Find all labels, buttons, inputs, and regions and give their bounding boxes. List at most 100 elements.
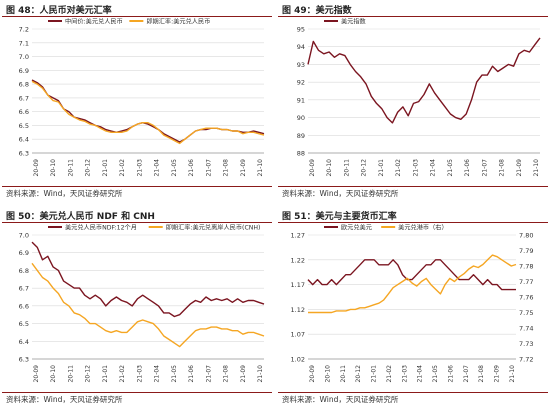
chart-major-currencies: 1.02 1.07 1.12 1.17 1.22 1.27 7.72 7.73 7.74 7.75… (291, 224, 534, 383)
legend-label: 美元兑人民币NDF:12个月 (65, 224, 137, 232)
x-tick-label: 21-06 (447, 365, 454, 383)
chart-title: 图 50：美元兑人民币 NDF 和 CNH (6, 212, 155, 222)
legend-label: 美元兑港币（右） (398, 224, 448, 232)
x-tick-label: 20-12 (361, 159, 368, 177)
chart-panel-major-currencies: 图 51：美元与主要货币汇率 1.02 1.07 1.12 1.17 1.22 1.27 7… (278, 206, 548, 406)
y-tick-label: 6.7 (19, 285, 29, 293)
y-tick-label: 7.1 (19, 39, 29, 47)
x-tick-label: 21-01 (378, 159, 385, 177)
x-tick-label: 21-03 (136, 159, 143, 177)
series-line-1 (31, 262, 265, 348)
x-tick-label: 21-01 (371, 365, 378, 383)
y-tick-label: 94 (297, 43, 305, 51)
x-tick-label: 21-05 (447, 159, 454, 177)
x-tick-label: 21-03 (412, 159, 419, 177)
series-line-1 (308, 254, 517, 314)
x-tick-label: 21-05 (432, 365, 439, 383)
y-tick-label: 6.4 (19, 136, 29, 144)
x-tick-label: 20-09 (309, 159, 316, 177)
x-tick-label: 21-09 (240, 365, 247, 383)
y-tick-label: 89 (297, 132, 305, 140)
y-tick-label: 1.12 (291, 306, 305, 314)
x-tick-label: 21-02 (119, 159, 126, 177)
source-rule (278, 186, 548, 187)
x-tick-label: 21-01 (102, 159, 109, 177)
source-rule (278, 392, 548, 393)
x-tick-label: 21-04 (417, 365, 424, 383)
series-line-0 (307, 37, 541, 124)
x-tick-label: 21-08 (223, 365, 230, 383)
x-tick-label: 21-07 (463, 365, 470, 383)
y2-tick-label: 7.74 (519, 325, 533, 333)
x-tick-label: 21-08 (223, 159, 230, 177)
chart-panel-dollar-index: 图 49：美元指数 88 89 90 91 92 93 94 95 20-09 20-10 20-1… (278, 0, 548, 200)
x-tick-label: 21-08 (478, 365, 485, 383)
x-tick-label: 21-04 (154, 159, 161, 177)
x-tick-label: 20-12 (85, 365, 92, 383)
y-tick-label: 1.27 (291, 232, 305, 240)
y-tick-label: 1.07 (291, 331, 305, 339)
series-line-0 (307, 259, 516, 291)
source-rule (2, 186, 272, 187)
chart-panel-rmb-usd: 图 48：人民币对美元汇率 6.3 6.4 6.5 6.6 6.7 6.8 6.9 7.0 7.… (2, 0, 272, 200)
legend-label: 即期汇率:美元兑人民币 (146, 18, 210, 26)
x-tick-label: 20-09 (33, 159, 40, 177)
title-rule (278, 16, 548, 17)
y-tick-label: 6.9 (19, 67, 29, 75)
x-tick-label: 21-02 (119, 365, 126, 383)
y-tick-label: 6.5 (19, 122, 29, 130)
chart-ndf-cnh: 6.3 6.4 6.5 6.6 6.7 6.8 6.9 7.0 20-09 20-10 20-11 2… (19, 224, 265, 383)
source-note: 资料来源：Wind，天风证券研究所 (6, 395, 123, 404)
chart-title: 图 49：美元指数 (282, 6, 352, 16)
y-tick-label: 93 (297, 61, 305, 69)
x-tick-label: 21-10 (509, 365, 516, 383)
x-tick-label: 21-03 (401, 365, 408, 383)
y2-tick-label: 7.75 (519, 309, 533, 317)
x-tick-label: 21-05 (171, 159, 178, 177)
x-tick-label: 21-10 (533, 159, 540, 177)
source-rule (2, 392, 272, 393)
x-tick-label: 21-03 (136, 365, 143, 383)
legend-label: 美元指数 (341, 18, 367, 26)
series-line-1 (31, 80, 265, 145)
x-tick-label: 21-07 (205, 159, 212, 177)
chart-title: 图 51：美元与主要货币汇率 (282, 212, 397, 222)
x-tick-label: 21-06 (464, 159, 471, 177)
y-tick-label: 6.6 (19, 108, 29, 116)
y-tick-label: 7.0 (19, 53, 29, 61)
x-tick-label: 20-11 (67, 365, 74, 383)
x-tick-label: 20-10 (326, 159, 333, 177)
x-tick-label: 21-06 (188, 365, 195, 383)
y2-tick-label: 7.73 (519, 340, 533, 348)
y-tick-label: 1.02 (291, 356, 305, 364)
y2-tick-label: 7.72 (519, 356, 533, 364)
source-note: 资料来源：Wind，天风证券研究所 (282, 189, 399, 198)
x-tick-label: 21-06 (188, 159, 195, 177)
x-tick-label: 21-01 (102, 365, 109, 383)
title-rule (278, 222, 548, 223)
legend-label: 即期汇率:美元兑离岸人民币(CNH) (166, 224, 261, 232)
y-tick-label: 91 (297, 96, 305, 104)
series-line-0 (31, 241, 265, 318)
y-tick-label: 88 (297, 150, 305, 158)
x-tick-label: 21-08 (499, 159, 506, 177)
x-tick-label: 21-09 (494, 365, 501, 383)
chart-dollar-index: 88 89 90 91 92 93 94 95 20-09 20-10 20-11 20-12 21-0… (297, 18, 541, 177)
y2-tick-label: 7.79 (519, 247, 533, 255)
y2-tick-label: 7.80 (519, 232, 533, 240)
source-note: 资料来源：Wind，天风证券研究所 (6, 189, 123, 198)
x-tick-label: 20-12 (355, 365, 362, 383)
title-rule (2, 16, 272, 17)
x-tick-label: 21-10 (257, 159, 264, 177)
x-tick-label: 21-02 (395, 159, 402, 177)
x-tick-label: 21-09 (240, 159, 247, 177)
chart-title: 图 48：人民币对美元汇率 (6, 6, 112, 16)
x-tick-label: 20-10 (50, 159, 57, 177)
y-tick-label: 90 (297, 114, 305, 122)
x-tick-label: 21-04 (154, 365, 161, 383)
x-tick-label: 20-11 (340, 365, 347, 383)
series-line-0 (31, 79, 265, 143)
y-tick-label: 6.7 (19, 94, 29, 102)
y-tick-label: 6.6 (19, 302, 29, 310)
